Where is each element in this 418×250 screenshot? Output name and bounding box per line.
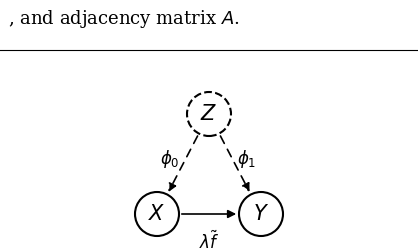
Circle shape [239,192,283,236]
Text: , and adjacency matrix $A$.: , and adjacency matrix $A$. [8,8,240,30]
Circle shape [187,92,231,136]
Text: $X$: $X$ [148,204,166,224]
Text: $\lambda\tilde{f}$: $\lambda\tilde{f}$ [199,231,219,250]
Text: $\phi_1$: $\phi_1$ [237,148,257,170]
Circle shape [135,192,179,236]
Text: $\phi_0$: $\phi_0$ [160,148,180,170]
Text: $Z$: $Z$ [201,104,217,124]
Text: $Y$: $Y$ [253,204,269,224]
